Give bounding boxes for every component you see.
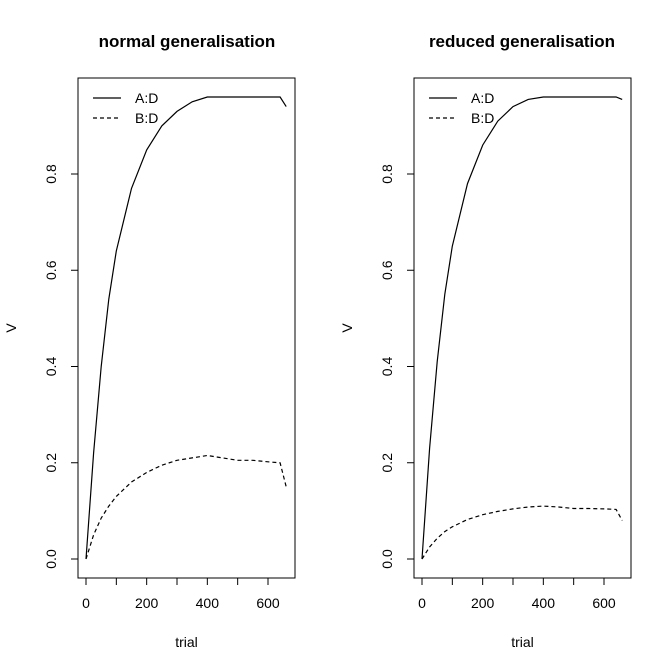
legend-label: A:D <box>135 90 158 106</box>
series-line-bd <box>421 505 623 560</box>
plot-frame <box>77 77 296 579</box>
y-tick-label: 0.0 <box>43 549 59 569</box>
y-tick-label: 0.4 <box>379 357 395 377</box>
y-tick-label: 0.4 <box>43 357 59 377</box>
series-line-ad <box>85 96 287 560</box>
x-tick-label: 200 <box>135 595 159 611</box>
x-tick-label: 0 <box>418 595 426 611</box>
x-tick-label: 400 <box>532 595 556 611</box>
x-tick-label: 200 <box>471 595 495 611</box>
chart-panel-normal-generalisation: normal generalisation 0 200 400 600 trial 0.0 0… <box>3 32 296 650</box>
y-tick-label: 0.8 <box>379 164 395 184</box>
x-axis-label: trial <box>175 634 198 650</box>
y-tick-label: 0.8 <box>43 164 59 184</box>
y-tick-label: 0.6 <box>379 260 395 280</box>
chart-panel-reduced-generalisation: reduced generalisation 0 200 400 600 trial 0.0… <box>339 32 632 650</box>
chart-title: reduced generalisation <box>429 32 615 51</box>
series-line-ad <box>421 96 623 560</box>
y-tick-label: 0.6 <box>43 260 59 280</box>
plot-frame <box>413 77 632 579</box>
y-axis-label: V <box>3 323 19 333</box>
y-tick-label: 0.2 <box>43 453 59 473</box>
y-tick-label: 0.2 <box>379 453 395 473</box>
chart-title: normal generalisation <box>99 32 276 51</box>
y-tick-label: 0.0 <box>379 549 395 569</box>
x-tick-label: 400 <box>196 595 220 611</box>
legend-label: A:D <box>471 90 494 106</box>
legend-label: B:D <box>135 110 158 126</box>
x-tick-label: 600 <box>256 595 280 611</box>
legend-label: B:D <box>471 110 494 126</box>
series-line-bd <box>85 454 287 560</box>
x-tick-label: 600 <box>592 595 616 611</box>
x-axis-label: trial <box>511 634 534 650</box>
x-tick-label: 0 <box>82 595 90 611</box>
y-axis-label: V <box>339 323 355 333</box>
